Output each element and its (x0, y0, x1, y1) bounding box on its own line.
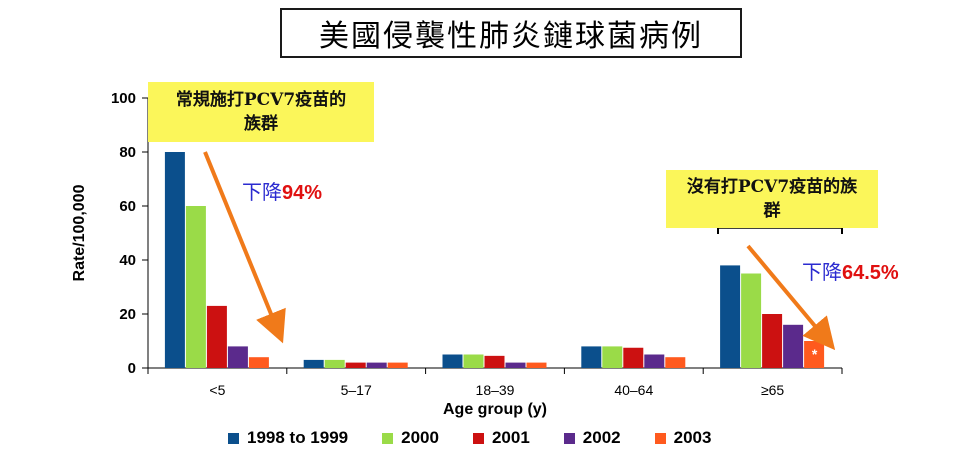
bar (185, 206, 206, 368)
legend-swatch (472, 432, 484, 444)
bar (345, 362, 366, 368)
legend-swatch (563, 432, 575, 444)
bar (644, 354, 665, 368)
decline-value-right: 64.5% (842, 262, 899, 284)
decline-label-under5: 下降94% (242, 176, 322, 205)
y-tick-label: 60 (119, 198, 136, 215)
bar (783, 324, 804, 368)
callout-right-line2: 群 (763, 201, 781, 221)
legend-label: 2001 (491, 428, 530, 447)
bar (206, 305, 227, 368)
chart-legend: 1998 to 1999 2000 2001 2002 2003 (228, 428, 745, 448)
bar (387, 362, 408, 368)
legend-item: 2002 (563, 428, 621, 448)
chart-title: 美國侵襲性肺炎鏈球菌病例 (280, 8, 742, 58)
legend-label: 2002 (582, 428, 621, 447)
legend-swatch (654, 432, 666, 444)
legend-swatch (382, 432, 394, 444)
bar (505, 362, 526, 368)
callout-left-line2: 族群 (244, 114, 278, 134)
callout-unvaccinated-group: 沒有打PCV7疫苗的族 群 (666, 170, 878, 228)
y-tick-label: 100 (111, 90, 136, 107)
decline-word-right: 下降 (802, 260, 842, 284)
y-tick-label: 0 (128, 360, 136, 377)
legend-item: 1998 to 1999 (228, 428, 348, 448)
x-tick-label: <5 (209, 382, 225, 398)
callout-vaccinated-group: 常規施打PCV7疫苗的 族群 (148, 82, 374, 142)
x-tick-label: ≥65 (761, 382, 784, 398)
bar (248, 357, 269, 368)
bar (366, 362, 387, 368)
legend-label: 2000 (401, 428, 439, 447)
legend-item: 2003 (654, 428, 712, 448)
decline-label-65plus: 下降64.5% (802, 256, 899, 285)
bar (762, 314, 783, 368)
bar (463, 354, 484, 368)
x-tick-label: 5–17 (341, 382, 372, 398)
bar (484, 355, 505, 368)
callout-right-line1: 沒有打PCV7疫苗的族 (686, 177, 858, 197)
x-tick-label: 40–64 (614, 382, 653, 398)
bar (324, 359, 345, 368)
bar (442, 354, 463, 368)
bar (623, 347, 644, 368)
callout-left-line1: 常規施打PCV7疫苗的 (175, 90, 347, 110)
legend-label: 2003 (673, 428, 712, 447)
decline-arrow-left (203, 151, 286, 344)
y-tick-label: 40 (119, 252, 136, 269)
bar (164, 152, 185, 368)
bar (720, 265, 741, 368)
asterisk-note: * (812, 346, 818, 362)
legend-label: 1998 to 1999 (247, 428, 349, 447)
legend-item: 2001 (472, 428, 530, 448)
bar (581, 346, 602, 368)
y-tick-label: 20 (119, 306, 136, 323)
bar (303, 359, 324, 368)
bar (227, 346, 248, 368)
legend-swatch (228, 432, 239, 444)
decline-word-left: 下降 (242, 180, 282, 204)
y-tick-label: 80 (119, 144, 136, 161)
x-tick-label: 18–39 (476, 382, 515, 398)
bar (741, 273, 762, 368)
bar (526, 362, 547, 368)
bar (665, 357, 686, 368)
decline-value-left: 94% (282, 182, 323, 204)
x-axis-title: Age group (y) (443, 401, 547, 418)
bar (602, 346, 623, 368)
legend-item: 2000 (382, 428, 439, 448)
decline-arrow-right (746, 244, 836, 351)
y-axis-title: Rate/100,000 (71, 184, 88, 281)
